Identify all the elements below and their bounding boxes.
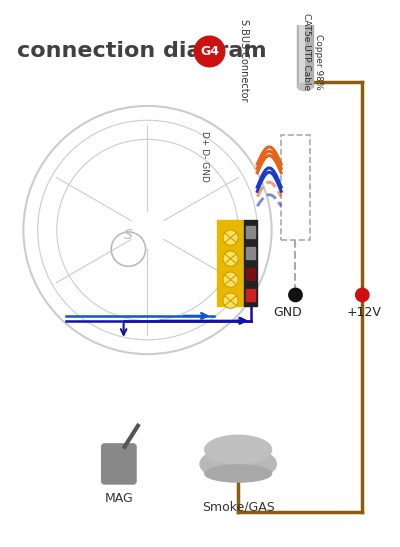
Bar <box>297 0 313 87</box>
Circle shape <box>223 251 238 266</box>
Text: +12V: +12V <box>347 306 382 319</box>
Ellipse shape <box>297 83 313 91</box>
Bar <box>299 0 304 87</box>
Bar <box>246 268 255 280</box>
Text: S: S <box>124 228 133 242</box>
Ellipse shape <box>200 447 276 481</box>
Text: G4: G4 <box>200 45 219 58</box>
Bar <box>281 135 310 240</box>
Text: S.BUS Connector: S.BUS Connector <box>239 19 249 101</box>
Text: D+ D- GND: D+ D- GND <box>200 131 209 182</box>
Circle shape <box>289 288 302 301</box>
Text: CAT5e UTP Cable: CAT5e UTP Cable <box>302 13 312 90</box>
Circle shape <box>223 293 238 309</box>
Circle shape <box>356 288 369 301</box>
Ellipse shape <box>205 435 272 464</box>
Text: connection diagram: connection diagram <box>17 42 266 61</box>
Ellipse shape <box>205 465 272 482</box>
Bar <box>217 220 244 306</box>
Text: MAG: MAG <box>104 492 133 505</box>
Circle shape <box>223 230 238 245</box>
Bar <box>244 220 257 306</box>
Bar <box>246 289 255 301</box>
Bar <box>246 226 255 237</box>
Circle shape <box>194 36 225 67</box>
Circle shape <box>223 272 238 287</box>
Text: GND: GND <box>274 306 302 319</box>
FancyBboxPatch shape <box>102 444 136 484</box>
Text: Copper 98%: Copper 98% <box>314 34 323 90</box>
Bar <box>246 247 255 259</box>
Text: Smoke/GAS: Smoke/GAS <box>202 501 274 514</box>
